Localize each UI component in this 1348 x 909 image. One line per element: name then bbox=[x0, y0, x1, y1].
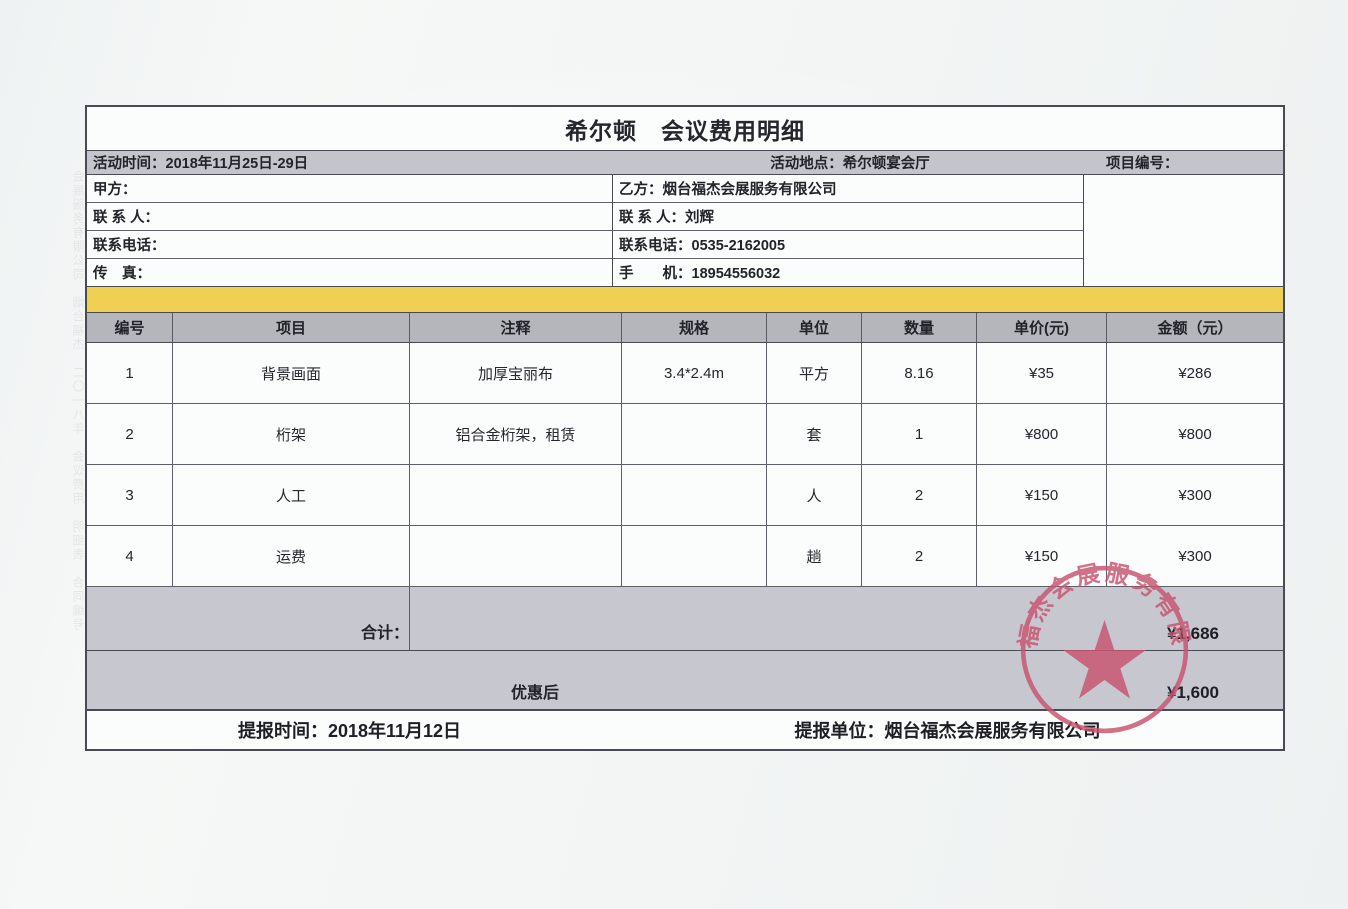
meta-band: 活动时间：2018年11月25日-29日 活动地点：希尔顿宴会厅 项目编号： bbox=[87, 151, 1283, 175]
total-spacer bbox=[410, 587, 1103, 650]
cell-qty: 8.16 bbox=[862, 343, 977, 403]
column-header-price: 单价(元) bbox=[977, 313, 1107, 342]
cell-unit: 平方 bbox=[767, 343, 862, 403]
cell-amount: ¥300 bbox=[1178, 547, 1212, 565]
column-header-unit: 单位 bbox=[767, 313, 862, 342]
column-header-amount: 金额（元） bbox=[1157, 320, 1233, 337]
party-b-mobile: 手 机：18954556032 bbox=[613, 259, 1083, 286]
party-a-column: 甲方： 联 系 人： 联系电话： 传 真： bbox=[87, 175, 613, 286]
table-header-row: 编号 项目 注释 规格 单位 数量 单价(元) 金额（元） bbox=[87, 313, 1283, 343]
cell-spec: 3.4*2.4m bbox=[622, 343, 767, 403]
table-row: 4 运费 趟 2 ¥150 ¥300 bbox=[87, 526, 1283, 587]
party-b-column: 乙方：烟台福杰会展服务有限公司 联 系 人：刘辉 联系电话：0535-21620… bbox=[613, 175, 1084, 286]
cell-spec bbox=[622, 526, 767, 586]
cell-no: 4 bbox=[87, 526, 173, 586]
cell-unit: 趟 bbox=[767, 526, 862, 586]
cell-no: 1 bbox=[87, 343, 173, 403]
cell-qty: 2 bbox=[862, 465, 977, 525]
column-header-qty: 数量 bbox=[862, 313, 977, 342]
project-number-value bbox=[1084, 175, 1283, 286]
contact-block: 甲方： 联 系 人： 联系电话： 传 真： 乙方：烟台福杰会展服务有限公司 联 … bbox=[87, 175, 1283, 287]
cell-item: 桁架 bbox=[173, 404, 410, 464]
total-label: 合计： bbox=[87, 587, 410, 650]
event-time: 活动时间：2018年11月25日-29日 bbox=[93, 156, 309, 172]
table-row: 3 人工 人 2 ¥150 ¥300 bbox=[87, 465, 1283, 526]
party-a-name-label: 甲方： bbox=[87, 175, 612, 203]
table-row: 2 桁架 铝合金桁架，租赁 套 1 ¥800 ¥800 bbox=[87, 404, 1283, 465]
party-b-contact: 联 系 人：刘辉 bbox=[613, 203, 1083, 231]
total-row: 合计： ¥1,686 bbox=[87, 587, 1283, 651]
cell-no: 3 bbox=[87, 465, 173, 525]
cell-item: 背景画面 bbox=[173, 343, 410, 403]
column-header-no: 编号 bbox=[87, 313, 173, 342]
cell-amount: ¥286 bbox=[1178, 364, 1212, 382]
table-row: 1 背景画面 加厚宝丽布 3.4*2.4m 平方 8.16 ¥35 ¥286 bbox=[87, 343, 1283, 404]
expense-detail-sheet: 希尔顿 会议费用明细 活动时间：2018年11月25日-29日 活动地点：希尔顿… bbox=[85, 105, 1285, 751]
cell-note: 铝合金桁架，租赁 bbox=[410, 404, 622, 464]
cell-price: ¥150 bbox=[977, 526, 1107, 586]
discount-label: 优惠后 bbox=[510, 685, 559, 702]
cell-note bbox=[410, 526, 622, 586]
cell-qty: 1 bbox=[862, 404, 977, 464]
party-b-name: 乙方：烟台福杰会展服务有限公司 bbox=[613, 175, 1083, 203]
cell-note bbox=[410, 465, 622, 525]
party-a-fax-label: 传 真： bbox=[87, 259, 612, 286]
submit-time: 提报时间：2018年11月12日 bbox=[237, 721, 462, 741]
cell-spec bbox=[622, 404, 767, 464]
cell-item: 运费 bbox=[173, 526, 410, 586]
footer-row: 提报时间：2018年11月12日 提报单位：烟台福杰会展服务有限公司 bbox=[87, 711, 1283, 749]
cell-spec bbox=[622, 465, 767, 525]
project-number-column bbox=[1084, 175, 1283, 286]
party-a-contact-label: 联 系 人： bbox=[87, 203, 612, 231]
total-amount: ¥1,686 bbox=[1167, 624, 1219, 643]
yellow-separator-band bbox=[87, 287, 1283, 313]
cell-amount: ¥800 bbox=[1178, 425, 1212, 443]
project-number-label: 项目编号： bbox=[1106, 156, 1179, 172]
cell-price: ¥800 bbox=[977, 404, 1107, 464]
cell-item: 人工 bbox=[173, 465, 410, 525]
cell-qty: 2 bbox=[862, 526, 977, 586]
cell-unit: 人 bbox=[767, 465, 862, 525]
column-header-item: 项目 bbox=[173, 313, 410, 342]
cell-amount: ¥300 bbox=[1178, 486, 1212, 504]
discount-row: 优惠后 ¥1,600 bbox=[87, 651, 1283, 711]
cell-price: ¥150 bbox=[977, 465, 1107, 525]
cell-price: ¥35 bbox=[977, 343, 1107, 403]
submit-unit: 提报单位：烟台福杰会展服务有限公司 bbox=[794, 721, 1101, 741]
event-place: 活动地点：希尔顿宴会厅 bbox=[770, 156, 930, 172]
column-header-note: 注释 bbox=[410, 313, 622, 342]
page-title: 希尔顿 会议费用明细 bbox=[565, 117, 805, 144]
document-title-row: 希尔顿 会议费用明细 bbox=[87, 107, 1283, 151]
party-b-phone: 联系电话：0535-2162005 bbox=[613, 231, 1083, 259]
party-a-phone-label: 联系电话： bbox=[87, 231, 612, 259]
cell-unit: 套 bbox=[767, 404, 862, 464]
discount-amount: ¥1,600 bbox=[1167, 683, 1219, 702]
cell-no: 2 bbox=[87, 404, 173, 464]
cell-note: 加厚宝丽布 bbox=[410, 343, 622, 403]
column-header-spec: 规格 bbox=[622, 313, 767, 342]
